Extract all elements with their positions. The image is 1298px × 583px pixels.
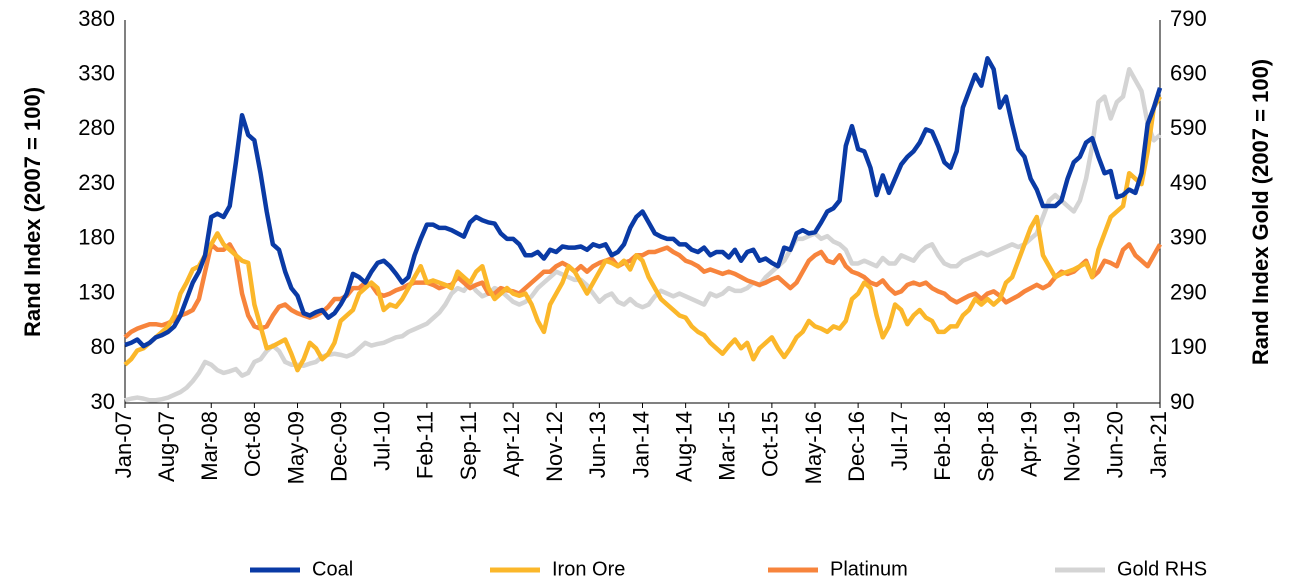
x-tick-label: Apr-12 xyxy=(499,411,524,477)
x-tick-label: Oct-15 xyxy=(758,411,783,477)
y-tick-label: 380 xyxy=(78,6,115,31)
x-tick-label: Nov-19 xyxy=(1060,411,1085,482)
series-line xyxy=(123,242,1162,340)
y2-tick-label: 90 xyxy=(1170,389,1194,414)
y-axis-title: Rand Index (2007 = 100) xyxy=(20,87,45,337)
y-tick-label: 330 xyxy=(78,61,115,86)
x-tick-label: Jan-07 xyxy=(111,411,136,478)
x-tick-label: May-16 xyxy=(801,411,826,484)
legend-text: Platinum xyxy=(830,558,908,580)
x-tick-label: Dec-16 xyxy=(844,411,869,482)
y-tick-label: 230 xyxy=(78,170,115,195)
y-tick-label: 130 xyxy=(78,279,115,304)
x-tick-label: May-09 xyxy=(283,411,308,484)
x-tick-label: Aug-07 xyxy=(154,411,179,482)
x-tick-label: Dec-09 xyxy=(326,411,351,482)
y2-tick-label: 490 xyxy=(1170,170,1207,195)
y2-axis-title: Rand Index Gold (2007 = 100) xyxy=(1248,59,1273,365)
x-tick-label: Sep-18 xyxy=(973,411,998,482)
y2-tick-label: 190 xyxy=(1170,334,1207,359)
x-tick-label: Nov-12 xyxy=(542,411,567,482)
legend-text: Coal xyxy=(312,558,353,580)
x-tick-label: Mar-08 xyxy=(197,411,222,481)
x-tick-label: Jan-21 xyxy=(1146,411,1171,478)
y2-tick-label: 290 xyxy=(1170,279,1207,304)
x-tick-label: Jun-20 xyxy=(1103,411,1128,478)
y2-tick-label: 690 xyxy=(1170,61,1207,86)
x-tick-label: Sep-11 xyxy=(456,411,481,480)
series-line xyxy=(123,95,1162,373)
y-tick-label: 280 xyxy=(78,115,115,140)
x-tick-label: Jul-17 xyxy=(887,411,912,471)
x-tick-label: Aug-14 xyxy=(671,411,696,482)
legend-text: Iron Ore xyxy=(552,558,625,580)
x-tick-label: Feb-18 xyxy=(930,411,955,481)
y2-tick-label: 790 xyxy=(1170,6,1207,31)
x-tick-label: Apr-19 xyxy=(1016,411,1041,477)
y-tick-label: 180 xyxy=(78,225,115,250)
x-tick-label: Mar-15 xyxy=(715,411,740,481)
x-tick-label: Jun-13 xyxy=(585,411,610,478)
legend-text: Gold RHS xyxy=(1117,558,1207,580)
x-tick-label: Jan-14 xyxy=(628,411,653,478)
y2-tick-label: 390 xyxy=(1170,225,1207,250)
y2-tick-label: 590 xyxy=(1170,115,1207,140)
y-tick-label: 80 xyxy=(91,334,115,359)
series-line xyxy=(124,66,1162,403)
x-tick-label: Jul-10 xyxy=(370,411,395,471)
y-tick-label: 30 xyxy=(91,389,115,414)
x-tick-label: Feb-11 xyxy=(413,411,438,479)
series-line xyxy=(124,56,1163,349)
x-tick-label: Oct-08 xyxy=(240,411,265,477)
